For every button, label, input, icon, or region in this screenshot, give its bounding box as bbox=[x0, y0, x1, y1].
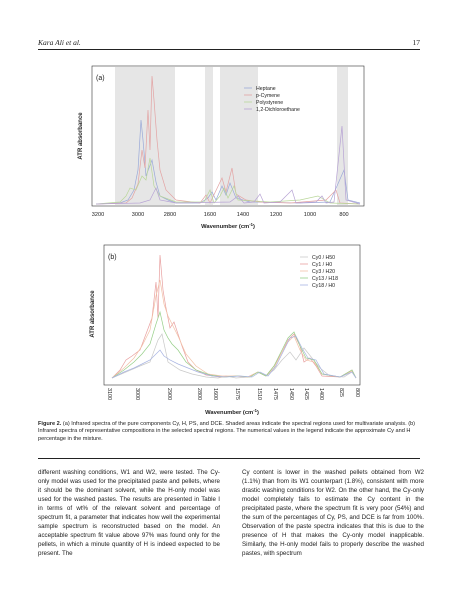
spectrum-dichloroethane bbox=[95, 125, 361, 205]
caption-rule bbox=[38, 458, 420, 459]
tick-label: 1000 bbox=[304, 212, 316, 218]
figure-2: (a) ATR absorbance Heptane p-Cymene Poly… bbox=[78, 65, 365, 416]
figure-caption: Figure 2. (a) Infrared spectra of the pu… bbox=[38, 421, 422, 443]
tick-label: 1510 bbox=[256, 388, 262, 400]
tick-label: 800 bbox=[339, 212, 348, 218]
spectrum-polystyrene bbox=[95, 157, 361, 205]
tick-label: 2900 bbox=[166, 388, 172, 400]
shade-region bbox=[115, 67, 175, 205]
page-number: 17 bbox=[412, 38, 421, 47]
panel-a-legend: Heptane p-Cymene Polystyrene 1,2-Dichlor… bbox=[244, 86, 300, 113]
panel-b-x-axis: 3100 3000 2900 2800 1600 1575 1510 1475 … bbox=[106, 388, 360, 400]
panel-b-xlabel: Wavenumber (cm-1) bbox=[205, 408, 259, 416]
panel-b-frame bbox=[103, 244, 361, 386]
panel-a-xlabel: Wavenumber (cm-1) bbox=[201, 222, 255, 230]
spectrum-cy18-h0 bbox=[111, 335, 357, 379]
panel-b: (b) ATR absorbance Cy0 / H50 Cy1 / H0 Cy… bbox=[90, 244, 361, 416]
running-head: Kara Ali et al. bbox=[38, 38, 81, 47]
header-rule bbox=[38, 49, 420, 50]
tick-label: 825 bbox=[338, 388, 344, 397]
spectrum-cy3-h20 bbox=[111, 279, 357, 379]
panel-b-label: (b) bbox=[108, 254, 117, 261]
legend-label-cy18-h0: Cy18 / H0 bbox=[312, 283, 335, 289]
panel-a-x-axis: 3200 3000 2800 1600 1400 1200 1000 800 bbox=[92, 212, 349, 218]
body-column-left: different washing conditions, W1 and W2,… bbox=[38, 469, 220, 557]
legend-label-polystyrene: Polystyrene bbox=[256, 100, 283, 106]
tick-label: 3000 bbox=[134, 388, 140, 400]
legend-label-cy0-h50: Cy0 / H50 bbox=[312, 255, 335, 261]
caption-label: Figure 2. bbox=[38, 421, 62, 427]
tick-label: 1475 bbox=[272, 388, 278, 400]
legend-label-cy13-h18: Cy13 / H18 bbox=[312, 276, 338, 282]
legend-label-p-cymene: p-Cymene bbox=[256, 93, 280, 99]
tick-label: 2800 bbox=[196, 388, 202, 400]
panel-a-frame bbox=[91, 65, 365, 207]
caption-text: (a) Infrared spectra of the pure compone… bbox=[38, 421, 416, 442]
tick-label: 1425 bbox=[303, 388, 309, 400]
tick-label: 1575 bbox=[234, 388, 240, 400]
panel-a-ylabel: ATR absorbance bbox=[78, 112, 84, 160]
spectrum-cy13-h18 bbox=[111, 310, 357, 379]
tick-label: 1200 bbox=[270, 212, 282, 218]
legend-label-dichloroethane: 1,2-Dichloroethane bbox=[256, 107, 300, 113]
panel-a: (a) ATR absorbance Heptane p-Cymene Poly… bbox=[78, 65, 365, 230]
body-column-right: Cy content is lower in the washed pellet… bbox=[242, 469, 424, 557]
legend-label-cy3-h20: Cy3 / H20 bbox=[312, 269, 335, 275]
legend-label-cy1-h0: Cy1 / H0 bbox=[312, 262, 332, 268]
tick-label: 1400 bbox=[318, 388, 324, 400]
tick-label: 3000 bbox=[132, 212, 144, 218]
tick-label: 3200 bbox=[92, 212, 104, 218]
tick-label: 1600 bbox=[204, 212, 216, 218]
tick-label: 1600 bbox=[212, 388, 218, 400]
tick-label: 3100 bbox=[106, 388, 112, 400]
panel-a-label: (a) bbox=[96, 75, 105, 82]
shade-region bbox=[220, 67, 258, 205]
legend-label-heptane: Heptane bbox=[256, 86, 276, 92]
tick-label: 1450 bbox=[288, 388, 294, 400]
tick-label: 2800 bbox=[164, 212, 176, 218]
shade-region bbox=[205, 67, 213, 205]
tick-label: 1400 bbox=[237, 212, 249, 218]
panel-b-ylabel: ATR absorbance bbox=[90, 290, 96, 338]
tick-label: 800 bbox=[354, 388, 360, 397]
panel-b-legend: Cy0 / H50 Cy1 / H0 Cy3 / H20 Cy13 / H18 … bbox=[300, 255, 338, 289]
